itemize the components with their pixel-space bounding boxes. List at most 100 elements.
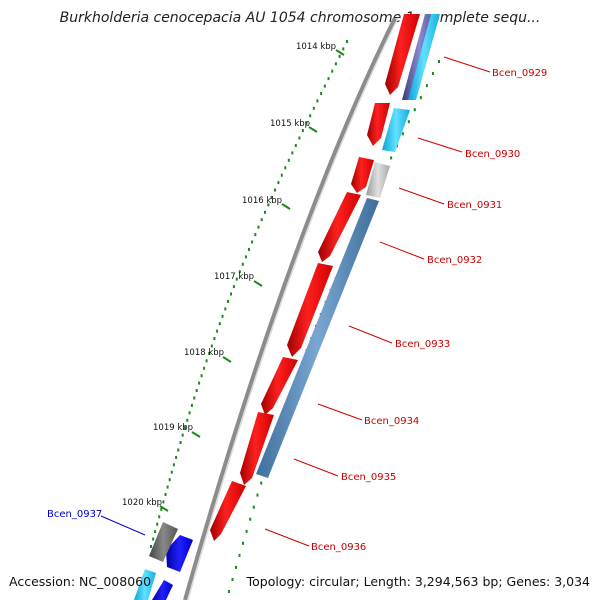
gene-label-bcen-0933[interactable]: Bcen_0933	[395, 339, 450, 350]
minor-tick	[172, 463, 175, 467]
gene-arrow-cyan-bottom[interactable]	[134, 569, 156, 600]
leader-line-bcen-0929	[443, 56, 491, 73]
minor-tick	[227, 299, 230, 303]
gene-arrow-bcen-0932[interactable]	[318, 192, 361, 262]
minor-tick	[301, 129, 304, 133]
minor-tick	[309, 114, 312, 118]
track-cyan-segment-top	[408, 14, 440, 100]
gene-label-bcen-0929[interactable]: Bcen_0929	[492, 68, 547, 79]
gene-label-bcen-0937[interactable]: Bcen_0937	[47, 509, 102, 520]
minor-tick	[162, 500, 165, 504]
minor-tick	[431, 72, 434, 75]
minor-tick	[238, 270, 241, 274]
leader-line-bcen-0936	[264, 528, 310, 547]
minor-tick	[205, 359, 208, 363]
gene-arrow-bcen-0929[interactable]	[385, 14, 420, 95]
gene-label-bcen-0930[interactable]: Bcen_0930	[465, 149, 520, 160]
minor-tick	[186, 418, 189, 422]
minor-tick	[251, 240, 254, 244]
minor-tick	[331, 69, 334, 73]
minor-tick	[287, 158, 290, 162]
gene-arrow-bcen-0933[interactable]	[287, 263, 333, 357]
minor-tick	[156, 522, 159, 526]
minor-tick	[228, 590, 230, 593]
minor-tick	[231, 578, 234, 581]
track-cyan-segment-0930	[382, 108, 410, 152]
minor-tick	[188, 411, 191, 415]
gene-arrow-bcen-0937[interactable]	[166, 535, 193, 572]
minor-tick	[242, 541, 244, 545]
minor-tick	[193, 396, 196, 400]
minor-tick	[264, 210, 266, 214]
minor-tick	[190, 403, 193, 407]
minor-tick	[274, 188, 276, 192]
gene-arrow-blue-bottom[interactable]	[152, 580, 173, 600]
minor-tick	[232, 285, 235, 289]
minor-tick	[438, 60, 440, 63]
minor-tick	[291, 151, 294, 155]
inner-tick-ring	[228, 60, 440, 593]
kbp-label-1015: 1015 kbp	[270, 119, 310, 129]
minor-tick	[401, 132, 404, 136]
gene-arrow-dark-grey[interactable]	[149, 522, 178, 562]
kbp-label-1017: 1017 kbp	[214, 272, 254, 282]
minor-tick	[170, 470, 173, 474]
gene-label-bcen-0936[interactable]: Bcen_0936	[311, 542, 366, 553]
gene-labels: Bcen_0929 Bcen_0930 Bcen_0931 Bcen_0932 …	[47, 56, 547, 553]
minor-tick	[425, 84, 428, 88]
minor-tick	[407, 120, 410, 124]
gene-arrow-bcen-0936[interactable]	[210, 481, 246, 541]
minor-tick	[213, 337, 216, 341]
gene-arrow-bcen-0931[interactable]	[351, 157, 374, 193]
minor-tick	[323, 84, 326, 88]
kbp-tick-1016	[281, 203, 291, 210]
gene-arrow-bcen-0934[interactable]	[261, 357, 298, 415]
forward-gene-track	[210, 14, 420, 541]
minor-tick	[181, 433, 184, 437]
kbp-scale: 1014 kbp 1015 kbp 1016 kbp 1017 kbp 1018…	[122, 42, 345, 512]
leader-line-bcen-0933	[348, 325, 393, 344]
accession-text: Accession: NC_008060	[9, 574, 152, 589]
leader-line-bcen-0930	[417, 137, 463, 153]
minor-tick	[257, 225, 260, 229]
minor-tick	[312, 106, 315, 110]
chromosome-backbone	[183, 17, 397, 600]
minor-tick	[164, 493, 167, 496]
minor-tick	[284, 166, 287, 170]
minor-tick	[224, 307, 227, 311]
minor-tick	[342, 47, 345, 51]
gene-label-bcen-0931[interactable]: Bcen_0931	[447, 200, 502, 211]
minor-tick	[216, 329, 219, 333]
kbp-label-1016: 1016 kbp	[242, 196, 282, 206]
feature-tracks	[256, 14, 440, 478]
minor-tick	[158, 515, 161, 519]
minor-tick	[320, 92, 323, 95]
minor-tick	[270, 196, 273, 199]
minor-tick	[218, 322, 221, 326]
gene-label-bcen-0935[interactable]: Bcen_0935	[341, 472, 396, 483]
gene-label-bcen-0934[interactable]: Bcen_0934	[364, 416, 419, 427]
minor-tick	[252, 505, 255, 509]
minor-tick	[260, 218, 263, 222]
minor-tick	[200, 374, 203, 378]
minor-tick	[175, 455, 178, 459]
kbp-label-1014: 1014 kbp	[296, 42, 336, 52]
kbp-label-1020: 1020 kbp	[122, 498, 162, 508]
gene-arrow-bcen-0930[interactable]	[367, 103, 390, 146]
minor-tick	[305, 121, 308, 125]
track-steelblue-long	[256, 198, 379, 478]
minor-tick	[160, 507, 163, 511]
minor-tick	[208, 351, 211, 355]
gene-label-bcen-0932[interactable]: Bcen_0932	[427, 255, 482, 266]
kbp-label-1018: 1018 kbp	[184, 348, 224, 358]
minor-tick	[203, 366, 206, 370]
minor-tick	[298, 136, 301, 140]
minor-tick	[230, 292, 232, 296]
gene-arrow-bcen-0935[interactable]	[240, 412, 274, 485]
kbp-tick-1015	[308, 126, 318, 133]
minor-tick	[221, 314, 224, 318]
minor-tick	[280, 173, 283, 177]
minor-tick	[179, 441, 182, 444]
minor-tick	[154, 530, 157, 534]
